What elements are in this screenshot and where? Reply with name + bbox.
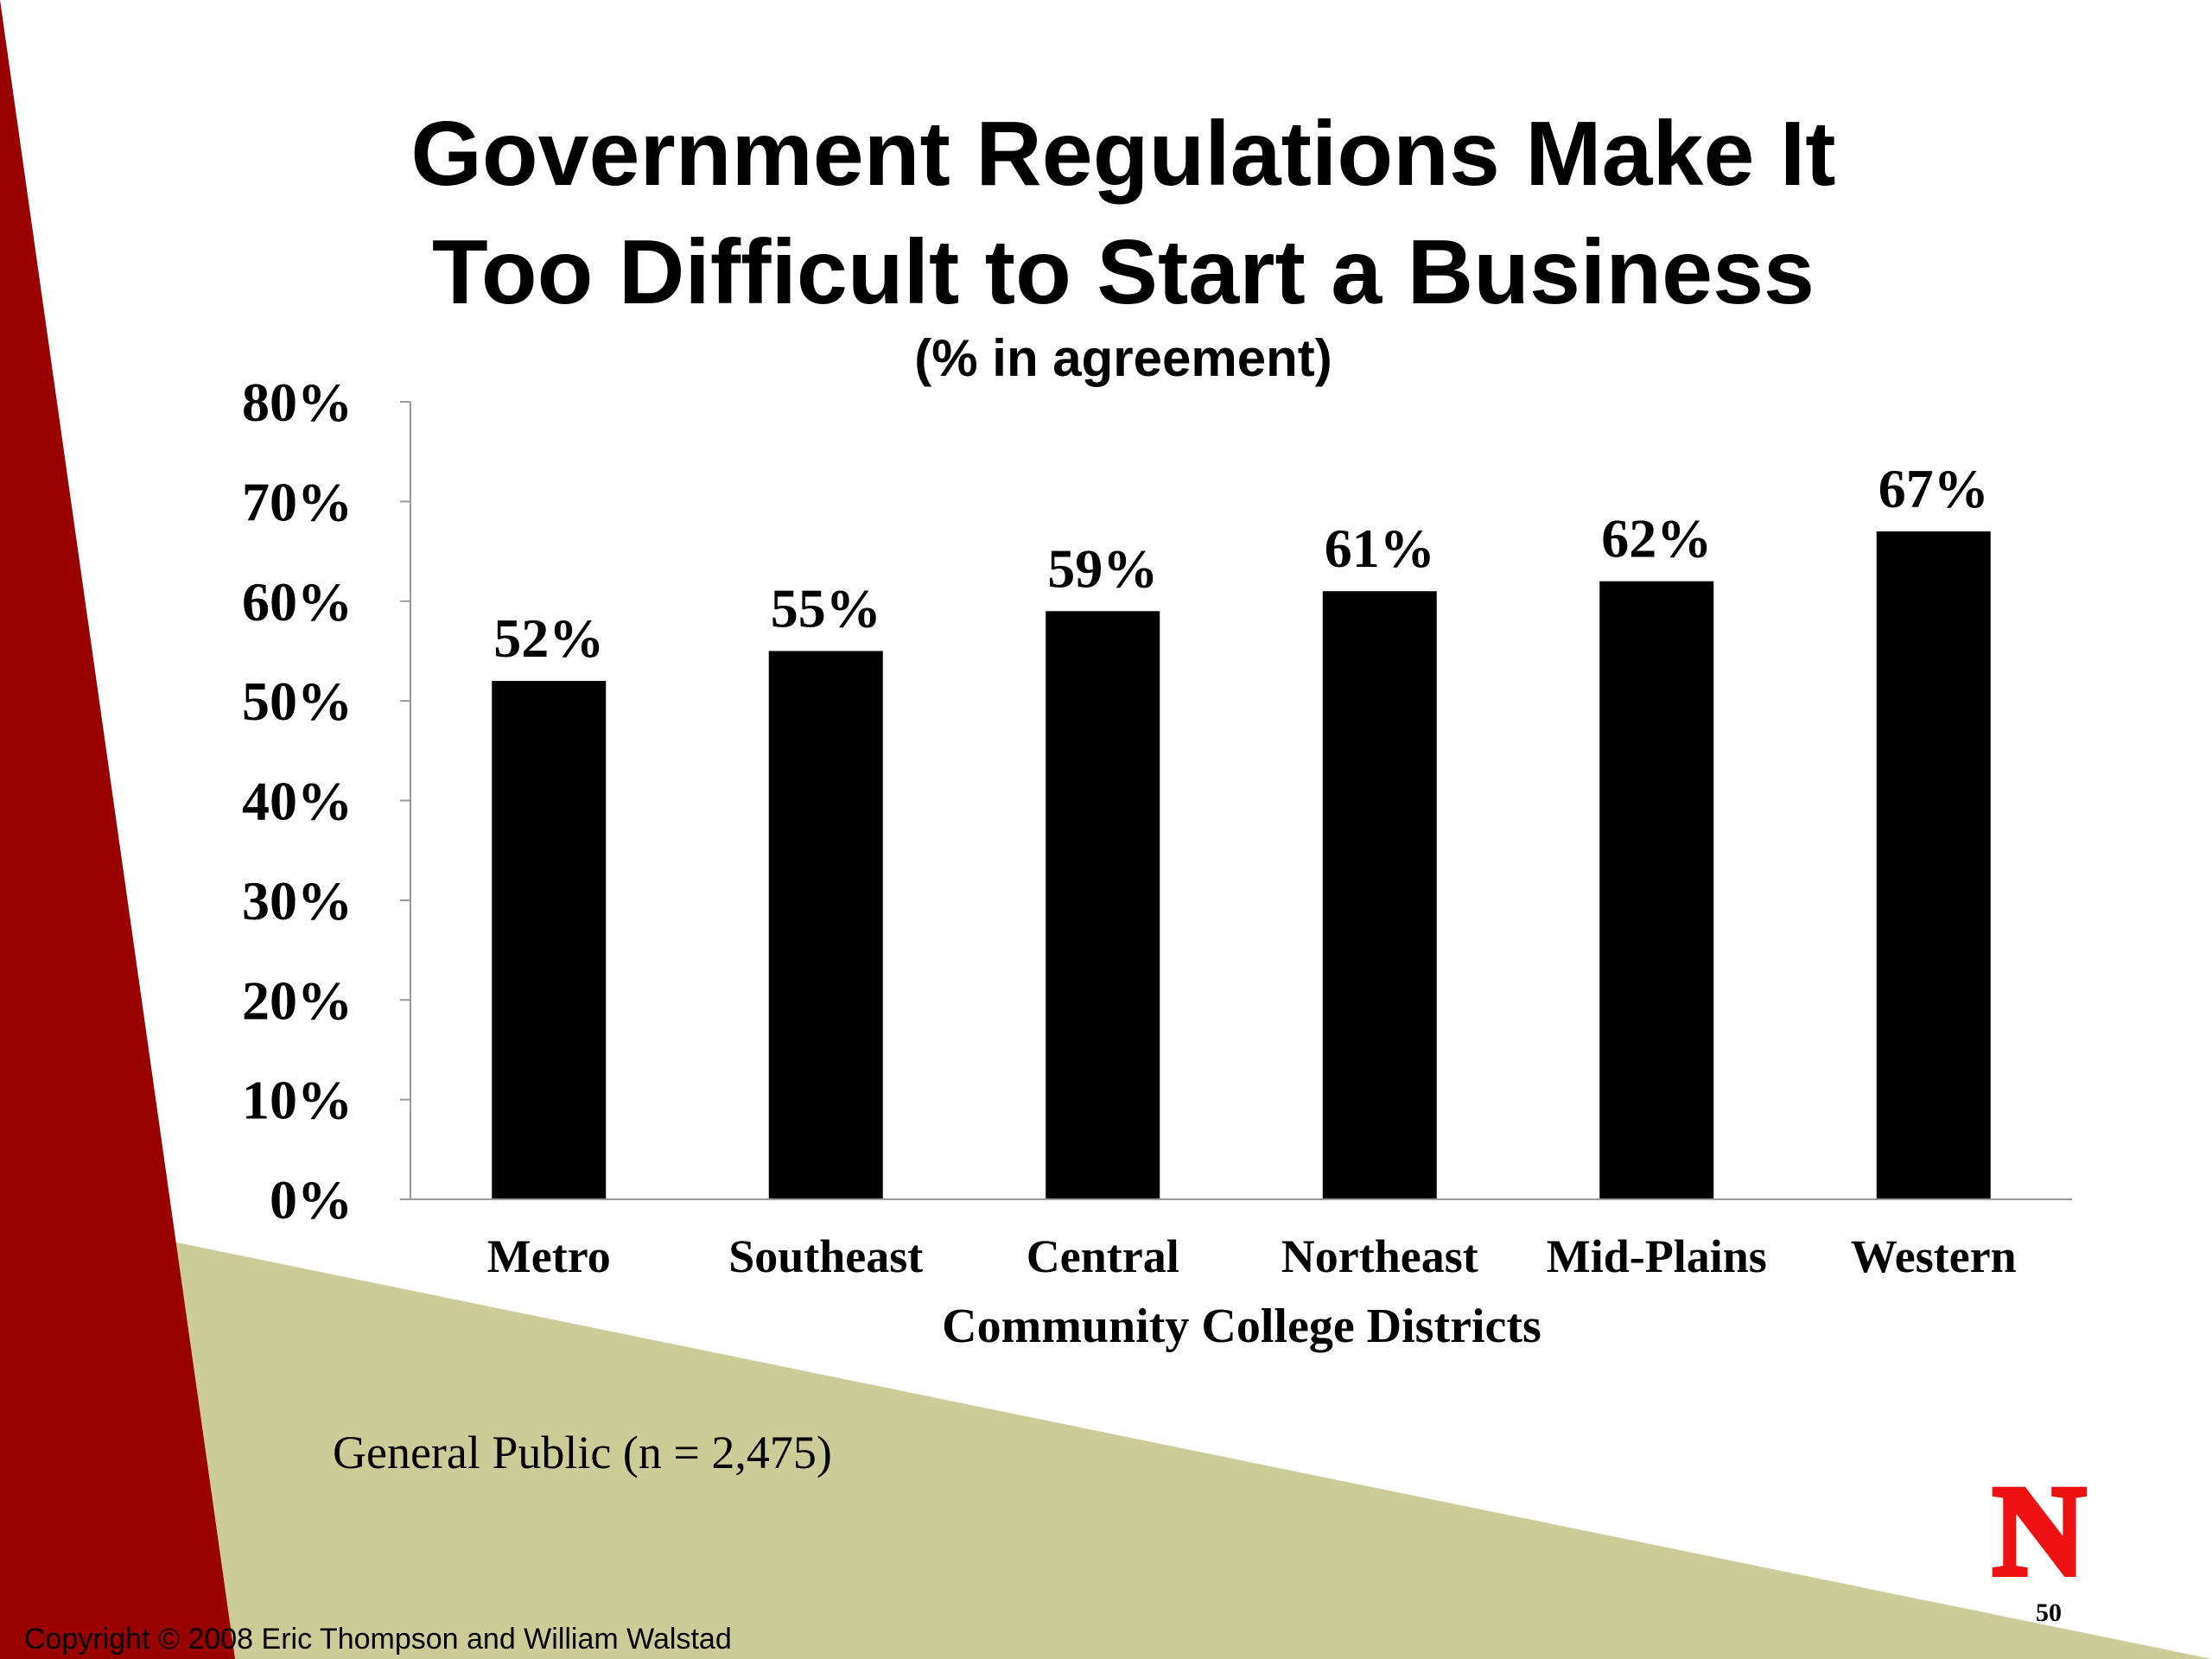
slide-title-line2: Too Difficult to Start a Business [432,221,1815,323]
category-label: Metro [487,1230,611,1282]
bar [1599,581,1714,1199]
khaki-accent-shape [164,1240,2212,1659]
data-label: 52% [493,607,604,669]
y-tick-label: 40% [242,771,353,832]
y-tick-label: 50% [242,671,353,732]
y-tick-label: 30% [242,870,353,931]
bars: 52% 55% 59% 61% 62% 67% [492,458,1991,1199]
data-label: 59% [1047,537,1158,599]
slide-number: 50 [2036,1599,2062,1627]
data-label: 61% [1325,518,1435,579]
bar [1876,531,1991,1199]
bar [768,651,883,1199]
data-label: 67% [1878,458,1989,519]
y-tick-label: 60% [242,571,353,632]
bar [1046,611,1160,1199]
y-tick-label: 80% [242,372,353,433]
y-tick-label: 10% [242,1070,353,1131]
category-label: Western [1851,1230,2017,1282]
y-axis: 0% 10% 20% 30% 40% 50% 60% 70% 80% [242,372,411,1230]
sample-note: General Public (n = 2,475) [333,1427,832,1478]
category-label: Southeast [728,1230,923,1282]
bar [492,681,607,1199]
data-label: 55% [771,577,881,639]
category-label: Northeast [1281,1230,1478,1282]
data-label: 62% [1601,508,1712,569]
slide-title-line1: Government Regulations Make It [410,103,1836,205]
x-axis: Metro Southeast Central Northeast Mid-Plains… [410,1198,2072,1282]
y-tick-label: 70% [242,471,353,532]
category-label: Mid-Plains [1547,1230,1767,1282]
bar [1322,591,1437,1199]
y-tick-label: 20% [242,969,353,1031]
chart-subtitle: (% in agreement) [914,329,1332,387]
category-label: Central [1027,1230,1179,1282]
university-logo-icon: N [1990,1459,2088,1603]
y-tick-label: 0% [270,1169,353,1230]
copyright-text: Copyright © 2008 Eric Thompson and Willi… [24,1623,732,1656]
red-accent-shape [0,0,235,1659]
x-axis-title: Community College Districts [942,1300,1541,1353]
